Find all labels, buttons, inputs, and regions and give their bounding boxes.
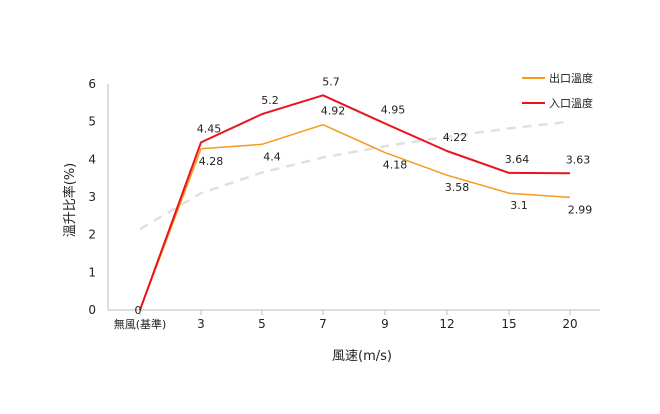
data-label: 4.28: [199, 155, 224, 168]
data-label: 3.63: [566, 153, 591, 166]
trend-layer: [139, 120, 571, 231]
y-axis-title: 溫升比率(%): [62, 163, 78, 238]
data-label: 0: [135, 304, 142, 317]
series-layer: [139, 94, 571, 311]
y-tick-label: 2: [88, 228, 96, 242]
data-label: 4.45: [197, 122, 222, 135]
y-tick-label: 0: [88, 303, 96, 317]
y-tick-label: 6: [88, 77, 96, 91]
data-label: 3.64: [505, 153, 530, 166]
labels-layer: 0 4.28 4.45 4.4 5.2 4.92 5.7 4.18 4.95 3.58 4.22 3.…: [135, 75, 593, 317]
x-tick-label: 5: [258, 317, 266, 331]
trendline: [139, 120, 571, 231]
y-tick-label: 3: [88, 190, 96, 204]
series-line-inlet: [139, 94, 571, 311]
data-label: 4.22: [443, 131, 468, 144]
x-tick-label: 9: [381, 317, 389, 331]
data-label: 4.92: [321, 105, 346, 118]
y-tick-label: 5: [88, 115, 96, 129]
y-tick-label: 1: [88, 265, 96, 279]
x-tick-label: 15: [501, 317, 516, 331]
data-label: 5.2: [261, 94, 279, 107]
x-tick-label: 20: [562, 317, 577, 331]
x-tick-label: 12: [439, 317, 454, 331]
x-tick-label: 無風(基準): [114, 317, 167, 331]
data-label: 3.1: [510, 199, 528, 212]
legend-item-label: 出口溫度: [549, 71, 593, 85]
x-tick-label: 7: [319, 317, 327, 331]
y-tick-label: 4: [88, 152, 96, 166]
data-label: 2.99: [568, 203, 593, 216]
series-line-outlet: [139, 123, 571, 311]
data-label: 4.4: [263, 150, 281, 163]
data-label: 4.18: [383, 159, 408, 172]
data-label: 3.58: [445, 181, 470, 194]
x-axis-title: 風速(m/s): [332, 349, 392, 364]
x-tick-label: 3: [197, 317, 205, 331]
data-label: 5.7: [322, 75, 340, 88]
legend-item-label: 入口溫度: [549, 96, 593, 110]
data-label: 4.95: [381, 104, 406, 117]
